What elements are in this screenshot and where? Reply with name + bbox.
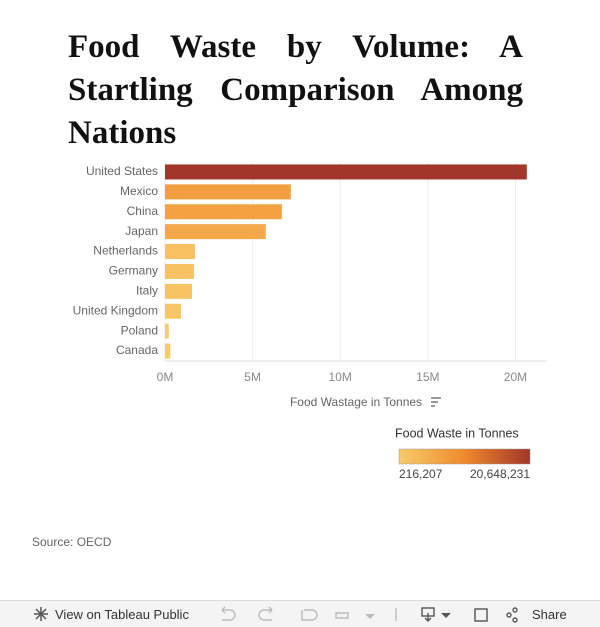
bar	[165, 164, 527, 180]
x-tick-label: 20M	[504, 370, 527, 384]
view-button[interactable]: View on Tableau Public	[55, 607, 189, 622]
y-tick-label: Mexico	[120, 184, 158, 198]
y-tick-label: Germany	[109, 264, 158, 278]
sort-icon[interactable]	[431, 397, 441, 407]
x-tick-label: 5M	[244, 370, 261, 384]
y-tick-label: United States	[86, 164, 158, 178]
x-axis-label: Food Wastage in Tonnes	[290, 395, 422, 409]
y-tick-label: China	[127, 204, 159, 218]
bar	[165, 323, 169, 339]
x-tick-label: 15M	[416, 370, 439, 384]
toolbar: View on Tableau Public Share	[0, 600, 600, 627]
chart: Food Wastage in Tonnes Food Waste in Ton…	[32, 162, 547, 549]
bar	[165, 204, 282, 220]
y-tick-label: Italy	[136, 284, 158, 298]
bar	[165, 303, 181, 319]
source: Source: OECD	[32, 535, 112, 549]
tableau-icon	[34, 607, 48, 621]
legend-label: 216,207	[399, 467, 443, 481]
bar	[165, 184, 291, 200]
bar	[165, 224, 266, 240]
x-tick-label: 10M	[329, 370, 352, 384]
y-tick-label: Poland	[121, 323, 158, 337]
legend-title: Food Waste in Tonnes	[395, 426, 519, 440]
toolbar-icons-right	[421, 607, 518, 623]
toolbar-icons	[221, 606, 397, 621]
y-tick-label: Japan	[125, 224, 158, 238]
legend-label: 20,648,231	[470, 467, 530, 481]
bar	[165, 244, 195, 260]
y-tick-label: Netherlands	[93, 244, 158, 258]
chart-title: Food Waste by Volume: A Startling Compar…	[68, 29, 523, 151]
bar	[165, 283, 192, 299]
bar	[165, 343, 171, 359]
y-tick-label: United Kingdom	[73, 303, 158, 317]
bar	[165, 263, 194, 279]
legend-gradient	[398, 448, 531, 465]
x-tick-label: 0M	[157, 370, 174, 384]
y-tick-label: Canada	[116, 343, 158, 357]
share-button[interactable]: Share	[532, 607, 567, 622]
